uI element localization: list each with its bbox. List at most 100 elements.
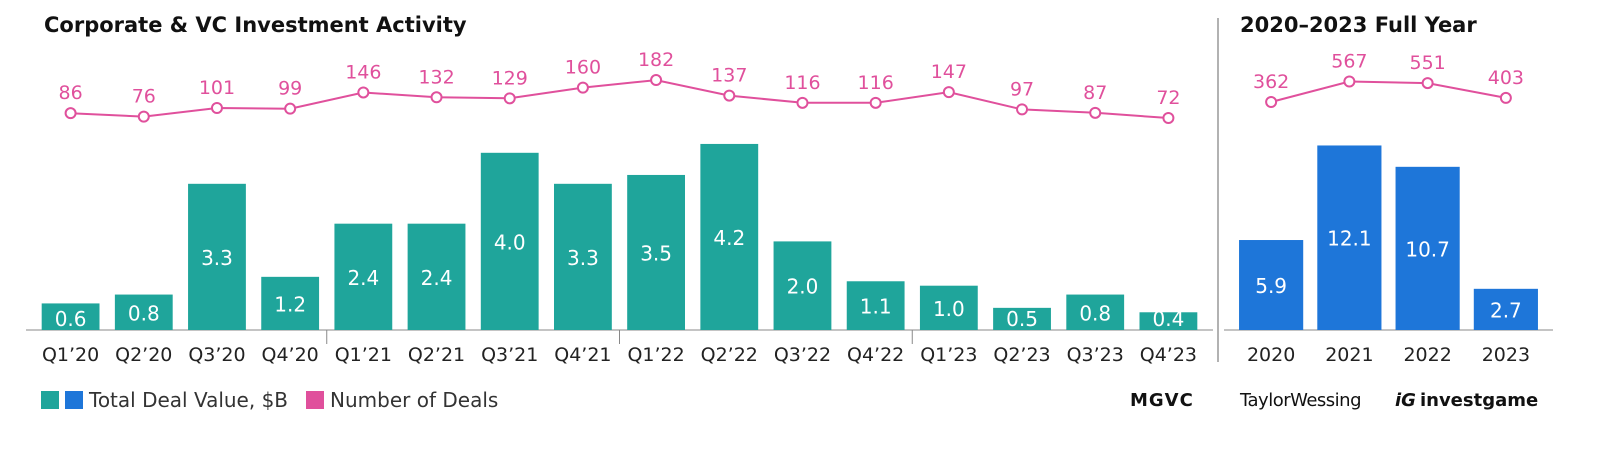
quarterly-bar-label: 2.4 — [347, 266, 379, 290]
quarterly-deals-line — [70, 79, 1169, 119]
quarterly-bar-label: 0.8 — [128, 301, 160, 325]
quarterly-bar — [261, 276, 320, 330]
quarterly-bar-label: 0.8 — [1079, 301, 1111, 325]
quarterly-x-tick-label: Q3’23 — [1067, 344, 1124, 366]
logos: MGVC TaylorWessing iG investgame — [1130, 390, 1570, 414]
annual-bar — [1395, 166, 1460, 330]
quarterly-x-tick-label: Q4’23 — [1140, 344, 1197, 366]
quarterly-bar — [553, 183, 612, 330]
quarterly-deals-point — [869, 96, 882, 109]
investgame-logo-text: investgame — [1419, 390, 1539, 411]
quarterly-deals-point — [1162, 112, 1175, 124]
quarterly-bar-label: 2.4 — [421, 266, 453, 290]
quarterly-bar — [334, 223, 393, 330]
quarterly-bar — [627, 174, 686, 330]
quarterly-deals-label: 99 — [278, 78, 302, 100]
quarterly-x-tick-label: Q1’22 — [627, 344, 684, 366]
quarterly-bar-label: 0.6 — [55, 307, 87, 331]
quarterly-deals-point — [1089, 106, 1102, 119]
quarterly-deals-label: 182 — [638, 49, 674, 71]
taylorwessing-logo: TaylorWessing — [1240, 390, 1362, 411]
quarterly-bar — [114, 294, 173, 330]
annual-bar — [1473, 288, 1538, 330]
quarterly-deals-label: 129 — [492, 67, 528, 89]
quarterly-bar — [846, 281, 905, 330]
quarterly-deals-point — [1016, 103, 1029, 116]
annual-bar-label: 10.7 — [1405, 237, 1450, 261]
quarterly-bar-label: 3.3 — [567, 246, 599, 270]
quarterly-x-tick-label: Q2’22 — [701, 344, 758, 366]
quarterly-x-tick-label: Q2’23 — [993, 344, 1050, 366]
quarterly-deals-label: 160 — [565, 57, 601, 79]
annual-deals-label: 551 — [1409, 52, 1445, 74]
quarterly-bar — [407, 223, 466, 330]
quarterly-deals-label: 116 — [858, 72, 894, 94]
quarterly-bar — [773, 241, 832, 330]
annual-bar — [1317, 145, 1382, 330]
quarterly-x-tick-label: Q1’20 — [42, 344, 99, 366]
quarterly-bar — [993, 307, 1051, 330]
quarterly-bar — [1066, 294, 1125, 330]
quarterly-x-tick-label: Q4’20 — [262, 344, 319, 366]
quarterly-bar-label: 3.5 — [640, 241, 672, 265]
annual-bar-label: 2.7 — [1490, 298, 1522, 322]
quarterly-deals-label: 101 — [199, 77, 235, 99]
quarterly-deals-point — [503, 92, 516, 105]
annual-bar — [1239, 240, 1304, 330]
quarterly-deals-point — [942, 86, 955, 99]
quarterly-deals-point — [64, 107, 77, 120]
annual-x-tick-label: 2023 — [1482, 344, 1530, 366]
legend-swatch-teal — [41, 391, 59, 409]
quarterly-bar-label: 4.0 — [494, 230, 526, 254]
quarterly-deals-point — [576, 81, 589, 94]
quarterly-deals-point — [723, 89, 736, 102]
annual-deals-label: 403 — [1488, 67, 1524, 89]
quarterly-bar-label: 1.1 — [860, 295, 892, 319]
quarterly-title: Corporate & VC Investment Activity — [44, 13, 467, 37]
quarterly-x-tick-label: Q4’22 — [847, 344, 904, 366]
legend-label-number-of-deals: Number of Deals — [330, 388, 499, 412]
quarterly-bar — [919, 285, 978, 330]
legend-swatch-pink — [306, 391, 325, 409]
quarterly-deals-point — [430, 91, 443, 104]
chart-svg: Corporate & VC Investment Activity 0.6 Q1’… — [26, 13, 1553, 366]
quarterly-deals-point — [137, 110, 150, 123]
investgame-logo: iG investgame — [1395, 390, 1538, 411]
quarterly-bar — [700, 143, 759, 330]
annual-deals-point — [1265, 96, 1278, 108]
quarterly-deals-point — [357, 86, 370, 99]
legend-label-deal-value: Total Deal Value, $B — [89, 388, 289, 412]
quarterly-bar — [480, 152, 539, 330]
quarterly-x-tick-label: Q3’21 — [481, 344, 538, 366]
quarterly-bar — [41, 303, 100, 330]
investgame-icon: iG — [1395, 390, 1416, 411]
quarterly-deals-point — [796, 96, 809, 109]
quarterly-bar-label: 3.3 — [201, 246, 233, 270]
quarterly-deals-label: 146 — [345, 61, 381, 83]
quarterly-bar-label: 1.0 — [933, 297, 965, 321]
quarterly-deals-label: 76 — [132, 86, 156, 108]
legend-swatch-blue — [65, 391, 83, 409]
quarterly-deals-point — [284, 102, 297, 115]
quarterly-deals-label: 116 — [784, 72, 820, 94]
quarterly-bar — [1139, 312, 1198, 330]
annual-x-tick-label: 2022 — [1403, 344, 1451, 366]
quarterly-deals-point — [210, 101, 223, 114]
quarterly-x-tick-label: Q1’23 — [920, 344, 977, 366]
quarterly-bar-label: 2.0 — [787, 275, 819, 299]
quarterly-bar-label: 4.2 — [713, 226, 745, 250]
annual-deals-label: 567 — [1331, 51, 1367, 73]
annual-deals-line — [1270, 80, 1507, 103]
annual-bar-label: 12.1 — [1327, 227, 1372, 251]
quarterly-bar — [188, 183, 246, 330]
quarterly-deals-label: 97 — [1010, 78, 1034, 100]
quarterly-deals-label: 132 — [418, 66, 454, 88]
annual-bar-label: 5.9 — [1255, 274, 1287, 298]
annual-deals-label: 362 — [1253, 71, 1289, 93]
quarterly-bar-label: 0.4 — [1153, 307, 1185, 331]
quarterly-deals-point — [650, 74, 663, 87]
quarterly-x-tick-label: Q4’21 — [554, 344, 611, 366]
quarterly-x-tick-label: Q3’22 — [774, 344, 831, 366]
quarterly-bar-label: 0.5 — [1006, 307, 1038, 331]
